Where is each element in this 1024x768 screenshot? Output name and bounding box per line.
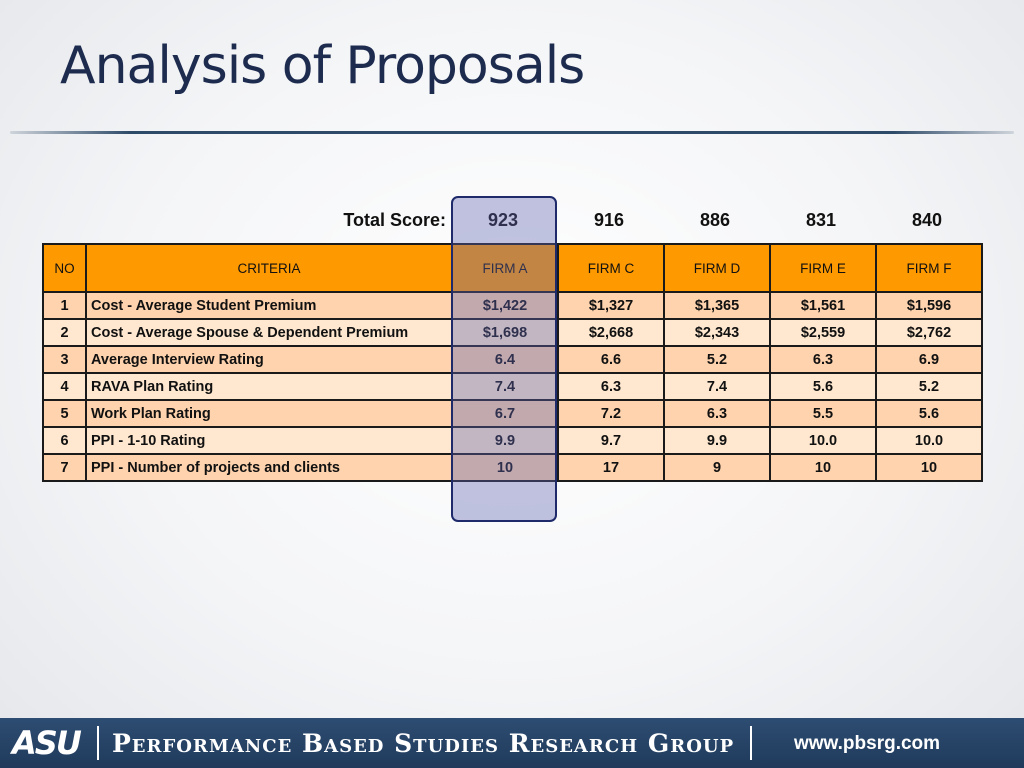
slide-title: Analysis of Proposals bbox=[60, 36, 585, 96]
footer-divider bbox=[97, 726, 99, 760]
row-number: 6 bbox=[42, 426, 87, 455]
website-url[interactable]: www.pbsrg.com bbox=[794, 733, 941, 754]
value-cell: $1,561 bbox=[769, 291, 877, 320]
value-cell: 10 bbox=[875, 453, 983, 482]
proposal-analysis-table: NO CRITERIA FIRM A FIRM C FIRM D FIRM E … bbox=[42, 243, 983, 482]
criteria-cell: Work Plan Rating bbox=[85, 399, 453, 428]
value-cell: $2,668 bbox=[557, 318, 665, 347]
value-cell: 9.7 bbox=[557, 426, 665, 455]
table-row: 2 Cost - Average Spouse & Dependent Prem… bbox=[42, 318, 983, 347]
value-cell: $2,762 bbox=[875, 318, 983, 347]
value-cell: 5.2 bbox=[875, 372, 983, 401]
table-header-row: NO CRITERIA FIRM A FIRM C FIRM D FIRM E … bbox=[42, 243, 983, 293]
table-row: 5 Work Plan Rating 6.7 7.2 6.3 5.5 5.6 bbox=[42, 399, 983, 428]
value-cell: 6.6 bbox=[557, 345, 665, 374]
header-firm-c: FIRM C bbox=[557, 243, 665, 293]
criteria-cell: Cost - Average Student Premium bbox=[85, 291, 453, 320]
criteria-cell: Average Interview Rating bbox=[85, 345, 453, 374]
total-score-label: Total Score: bbox=[343, 210, 446, 230]
value-cell: 7.4 bbox=[663, 372, 771, 401]
value-cell: 10 bbox=[769, 453, 877, 482]
value-cell: 10 bbox=[451, 453, 559, 482]
row-number: 4 bbox=[42, 372, 87, 401]
total-score-firm-f: 840 bbox=[911, 210, 943, 230]
research-group-name: Performance Based Studies Research Group bbox=[112, 729, 735, 758]
header-no: NO bbox=[42, 243, 87, 293]
table-row: 6 PPI - 1-10 Rating 9.9 9.7 9.9 10.0 10.… bbox=[42, 426, 983, 455]
value-cell: $2,343 bbox=[663, 318, 771, 347]
criteria-cell: PPI - 1-10 Rating bbox=[85, 426, 453, 455]
header-firm-f: FIRM F bbox=[875, 243, 983, 293]
total-score-firm-a: 923 bbox=[487, 210, 519, 230]
value-cell: 6.3 bbox=[769, 345, 877, 374]
value-cell: 9 bbox=[663, 453, 771, 482]
table-row: 4 RAVA Plan Rating 7.4 6.3 7.4 5.6 5.2 bbox=[42, 372, 983, 401]
header-firm-d: FIRM D bbox=[663, 243, 771, 293]
row-number: 3 bbox=[42, 345, 87, 374]
header-firm-a: FIRM A bbox=[451, 243, 559, 293]
value-cell: $1,327 bbox=[557, 291, 665, 320]
total-score-firm-e: 831 bbox=[805, 210, 837, 230]
value-cell: 6.7 bbox=[451, 399, 559, 428]
table-row: 3 Average Interview Rating 6.4 6.6 5.2 6… bbox=[42, 345, 983, 374]
row-number: 5 bbox=[42, 399, 87, 428]
value-cell: 9.9 bbox=[663, 426, 771, 455]
title-underline bbox=[10, 131, 1014, 134]
value-cell: $1,698 bbox=[451, 318, 559, 347]
criteria-cell: RAVA Plan Rating bbox=[85, 372, 453, 401]
value-cell: 17 bbox=[557, 453, 665, 482]
row-number: 2 bbox=[42, 318, 87, 347]
total-score-firm-d: 886 bbox=[699, 210, 731, 230]
value-cell: 7.4 bbox=[451, 372, 559, 401]
value-cell: 6.3 bbox=[663, 399, 771, 428]
value-cell: 6.4 bbox=[451, 345, 559, 374]
value-cell: $2,559 bbox=[769, 318, 877, 347]
value-cell: $1,365 bbox=[663, 291, 771, 320]
value-cell: 6.9 bbox=[875, 345, 983, 374]
value-cell: $1,596 bbox=[875, 291, 983, 320]
value-cell: 5.6 bbox=[875, 399, 983, 428]
value-cell: 7.2 bbox=[557, 399, 665, 428]
footer-bar: ASU Performance Based Studies Research G… bbox=[0, 718, 1024, 768]
value-cell: 5.5 bbox=[769, 399, 877, 428]
table-row: 1 Cost - Average Student Premium $1,422 … bbox=[42, 291, 983, 320]
value-cell: 5.2 bbox=[663, 345, 771, 374]
value-cell: 10.0 bbox=[875, 426, 983, 455]
header-criteria: CRITERIA bbox=[85, 243, 453, 293]
row-number: 7 bbox=[42, 453, 87, 482]
table-row: 7 PPI - Number of projects and clients 1… bbox=[42, 453, 983, 482]
criteria-cell: Cost - Average Spouse & Dependent Premiu… bbox=[85, 318, 453, 347]
value-cell: 5.6 bbox=[769, 372, 877, 401]
value-cell: 9.9 bbox=[451, 426, 559, 455]
row-number: 1 bbox=[42, 291, 87, 320]
value-cell: $1,422 bbox=[451, 291, 559, 320]
value-cell: 6.3 bbox=[557, 372, 665, 401]
criteria-cell: PPI - Number of projects and clients bbox=[85, 453, 453, 482]
footer-divider bbox=[750, 726, 752, 760]
total-score-firm-c: 916 bbox=[593, 210, 625, 230]
header-firm-e: FIRM E bbox=[769, 243, 877, 293]
asu-logo: ASU bbox=[12, 724, 82, 762]
value-cell: 10.0 bbox=[769, 426, 877, 455]
